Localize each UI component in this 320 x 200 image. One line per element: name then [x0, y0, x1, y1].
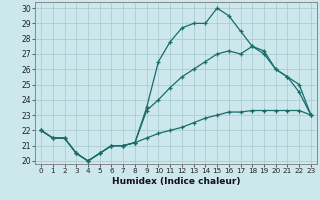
X-axis label: Humidex (Indice chaleur): Humidex (Indice chaleur)	[112, 177, 240, 186]
